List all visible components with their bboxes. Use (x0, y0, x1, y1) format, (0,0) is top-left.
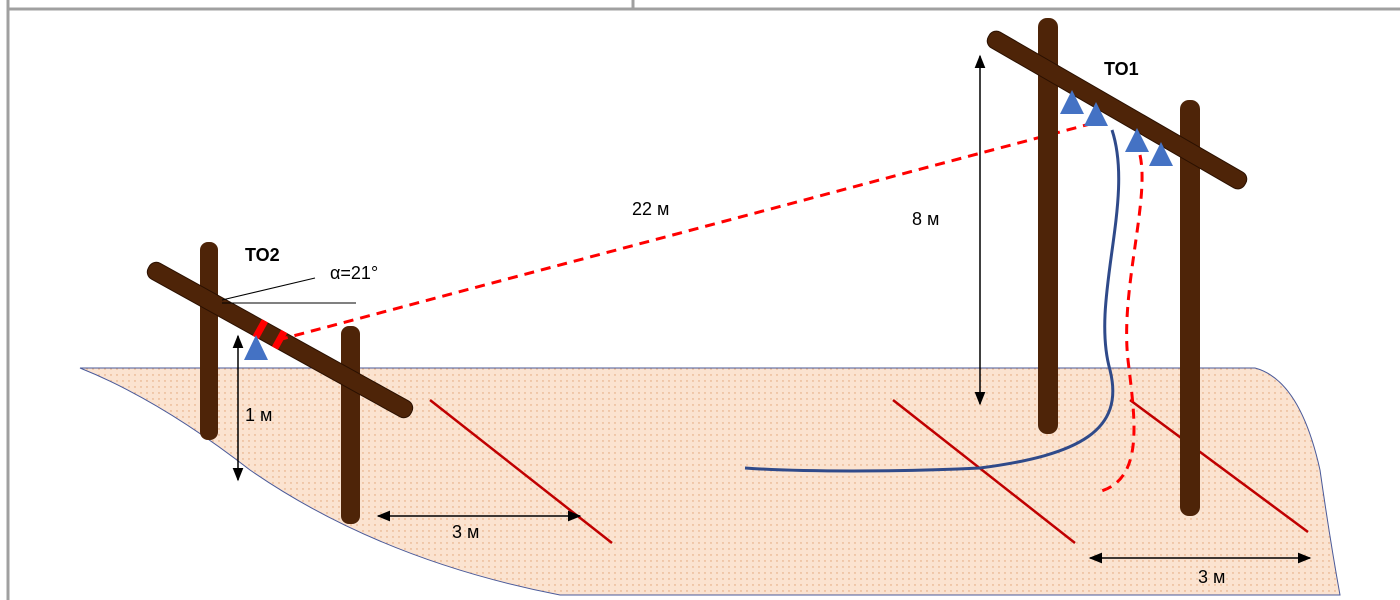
support-label: TO2 (245, 245, 280, 265)
height-label: 1 м (245, 405, 272, 425)
distance-label: 3 м (1198, 567, 1225, 587)
ground (79, 367, 1341, 596)
angle-lines (221, 277, 356, 304)
height-label: 8 м (912, 209, 939, 229)
ground-electrodes (429, 398, 1309, 544)
span-label: 22 м (632, 199, 669, 219)
dimension-arrows (232, 54, 1312, 564)
span-line (277, 122, 1091, 342)
support-label: TO1 (1104, 59, 1139, 79)
distance-label: 3 м (452, 522, 479, 542)
support-to1 (986, 18, 1248, 516)
angle-label: α=21° (330, 263, 378, 283)
blue-cable (744, 129, 1121, 473)
red-cable (1097, 154, 1144, 494)
